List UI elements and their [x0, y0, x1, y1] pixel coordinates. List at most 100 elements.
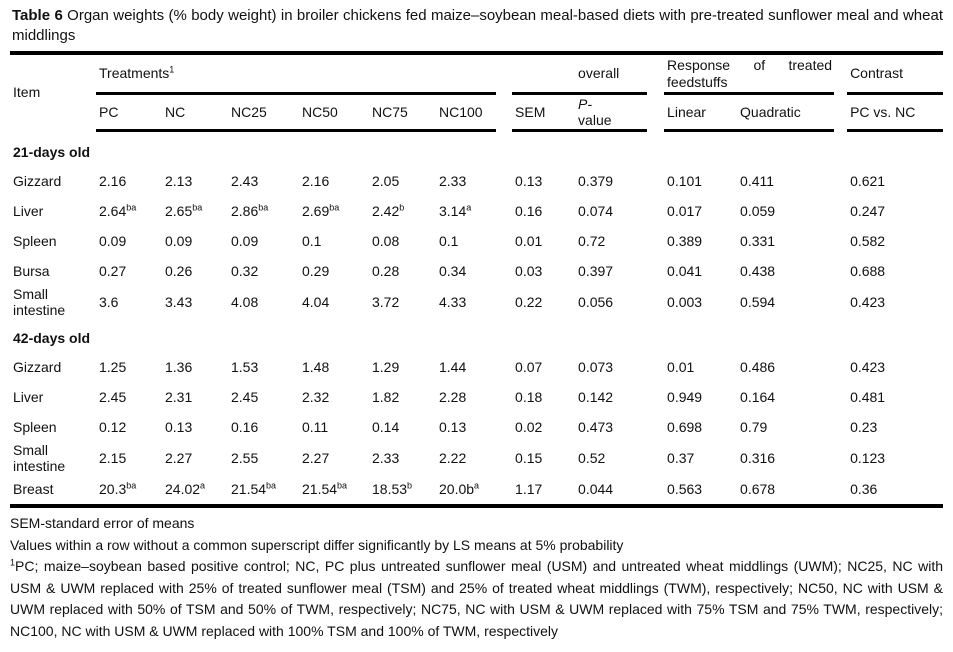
col-p-value: P-value: [575, 93, 648, 132]
cell-value: 2.13: [165, 173, 193, 189]
superscript: a: [474, 480, 480, 491]
cell-value: 2.45: [231, 389, 259, 405]
superscript: a: [466, 202, 472, 213]
table-row: Spleen 0.09 0.09 0.09 0.1 0.08 0.1 0.01 0.72 0.38…: [10, 226, 943, 256]
cell-value: 2.16: [99, 173, 127, 189]
cell-value: 1.36: [165, 359, 193, 375]
table-row: Spleen 0.12 0.13 0.16 0.11 0.14 0.13 0.02 0.473 0…: [10, 412, 943, 442]
row-item-label: Gizzard: [13, 359, 62, 375]
cell-value: 0.044: [578, 481, 614, 497]
table-row: Small intestine 2.15 2.27 2.55 2.27 2.33 2.22 0…: [10, 442, 943, 474]
cell-value: 0.678: [740, 481, 776, 497]
section-label: 42-days old: [13, 329, 91, 346]
cell-value: 0.698: [667, 419, 703, 435]
col-nc: NC: [162, 93, 228, 132]
section-row: 21-days old: [10, 131, 943, 167]
column-gap: [647, 382, 664, 412]
header-treatments-label: Treatments: [99, 65, 170, 81]
col-nc75: NC75: [369, 93, 436, 132]
table-row: Breast 20.3ba 24.02a 21.54ba 21.54ba 18.53b 20…: [10, 474, 943, 506]
column-gap: [647, 474, 664, 506]
cell-value: 0.13: [439, 419, 467, 435]
footnote-marker: 1: [169, 64, 175, 75]
column-gap: [647, 166, 664, 196]
cell-value: 0.1: [439, 233, 459, 249]
cell-value: 0.52: [578, 450, 606, 466]
cell-value: 2.33: [372, 450, 400, 466]
section-label: 21-days old: [13, 143, 91, 160]
footnote-treatments: 1PC; maize–soybean based positive contro…: [10, 556, 943, 642]
cell-value: 2.64ba: [99, 202, 137, 219]
cell-value: 2.55: [231, 450, 259, 466]
column-gap: [834, 412, 847, 442]
column-gap: [834, 442, 847, 474]
col-nc25: NC25: [228, 93, 299, 132]
cell-value: 2.43: [231, 173, 259, 189]
cell-value: 3.72: [372, 294, 400, 310]
cell-value: 0.481: [850, 389, 886, 405]
cell-value: 4.33: [439, 294, 467, 310]
superscript: ba: [192, 202, 203, 213]
cell-value: 2.69ba: [302, 202, 340, 219]
cell-value: 4.08: [231, 294, 259, 310]
column-gap: [496, 442, 512, 474]
cell-value: 3.14a: [439, 202, 472, 219]
cell-value: 0.09: [165, 233, 193, 249]
cell-value: 0.15: [515, 450, 543, 466]
row-item-label: Liver: [13, 203, 44, 219]
cell-value: 0.29: [302, 263, 330, 279]
cell-value: 21.54ba: [302, 480, 348, 497]
column-gap: [496, 352, 512, 382]
cell-value: 0.79: [740, 419, 768, 435]
cell-value: 0.28: [372, 263, 400, 279]
cell-value: 0.01: [515, 233, 543, 249]
cell-value: 2.86ba: [231, 202, 269, 219]
footnotes: SEM-standard error of means Values withi…: [10, 513, 943, 642]
row-item-label: Small intestine: [13, 286, 66, 318]
cell-value: 2.15: [99, 450, 127, 466]
cell-value: 2.28: [439, 389, 467, 405]
header-overall: overall: [512, 53, 648, 95]
table-row: Small intestine 3.6 3.43 4.08 4.04 3.72 4.33 0.…: [10, 286, 943, 318]
cell-value: 0.621: [850, 173, 886, 189]
cell-value: 0.142: [578, 389, 614, 405]
superscript: b: [407, 480, 413, 491]
cell-value: 2.31: [165, 389, 193, 405]
cell-value: 1.53: [231, 359, 259, 375]
col-pc: PC: [96, 93, 162, 132]
table-row: Bursa 0.27 0.26 0.32 0.29 0.28 0.34 0.03 0.397 0.…: [10, 256, 943, 286]
header-overall-label: overall: [578, 65, 620, 81]
column-gap: [834, 474, 847, 506]
cell-value: 0.16: [231, 419, 259, 435]
row-item-label: Gizzard: [13, 173, 62, 189]
cell-value: 21.54ba: [231, 480, 277, 497]
header-item: Item: [13, 84, 41, 101]
cell-value: 0.331: [740, 233, 776, 249]
column-gap: [496, 94, 512, 131]
cell-value: 2.16: [302, 173, 330, 189]
cell-value: 0.949: [667, 389, 703, 405]
cell-value: 0.14: [372, 419, 400, 435]
cell-value: 0.34: [439, 263, 467, 279]
cell-value: 0.688: [850, 263, 886, 279]
cell-value: 2.42b: [372, 202, 405, 219]
column-gap: [834, 256, 847, 286]
superscript: b: [399, 202, 405, 213]
cell-value: 0.08: [372, 233, 400, 249]
column-gap: [496, 382, 512, 412]
cell-value: 0.37: [667, 450, 695, 466]
col-pc-vs-nc: PC vs. NC: [847, 93, 944, 132]
cell-value: 0.02: [515, 419, 543, 435]
cell-value: 0.07: [515, 359, 543, 375]
cell-value: 1.48: [302, 359, 330, 375]
cell-value: 3.6: [99, 294, 119, 310]
cell-value: 0.164: [740, 389, 776, 405]
column-gap: [496, 53, 512, 94]
cell-value: 0.123: [850, 450, 886, 466]
cell-value: 24.02a: [165, 480, 206, 497]
cell-value: 3.43: [165, 294, 193, 310]
cell-value: 0.379: [578, 173, 614, 189]
cell-value: 0.101: [667, 173, 703, 189]
cell-value: 20.3ba: [99, 480, 137, 497]
